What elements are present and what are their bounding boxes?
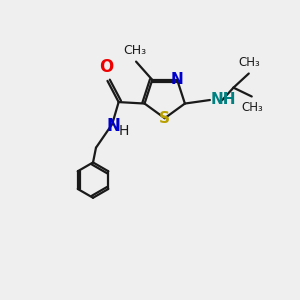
Text: CH₃: CH₃ [238, 56, 260, 69]
Text: S: S [159, 111, 170, 126]
Text: O: O [99, 58, 113, 76]
Text: CH₃: CH₃ [123, 44, 146, 57]
Text: NH: NH [211, 92, 236, 106]
Text: H: H [118, 124, 128, 138]
Text: CH₃: CH₃ [242, 100, 263, 114]
Text: N: N [171, 72, 184, 87]
Text: N: N [106, 117, 120, 135]
